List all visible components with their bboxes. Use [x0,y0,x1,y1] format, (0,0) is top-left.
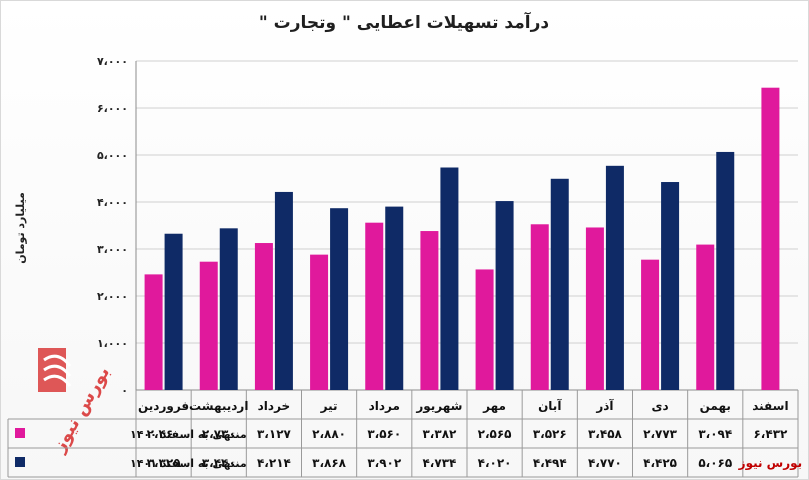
bars [144,87,780,391]
y-tick-label: ۲،۰۰۰ [97,290,128,303]
data-table: فروردین اردیبهشت خرداد تیر مرداد شهریور مهر آبا… [7,390,803,478]
y-tick-label: ۶،۰۰۰ [97,102,128,115]
watermark-logo: بورس نیوز [38,348,114,457]
category-label: اسفند [752,399,788,413]
legend-label-series-2: منتهی به اسفند ۱۴۰۱ [130,457,247,470]
bar-series-2 [274,191,293,390]
category-label: مهر [482,399,506,413]
bar-series-1 [144,274,163,390]
data-label: ۴،۷۷۰ [588,456,622,470]
data-label: ۲،۴۶۰ [147,427,181,441]
category-label: آبان [538,398,562,413]
data-label: ۳،۹۰۲ [367,456,402,470]
y-tick-label: ۷،۰۰۰ [97,55,128,68]
category-label: شهریور [415,399,462,414]
bar-series-2 [330,208,349,390]
data-label: ۲،۷۳۰ [202,427,236,441]
y-axis: ۰ ۱،۰۰۰ ۲،۰۰۰ ۳،۰۰۰ ۴،۰۰۰ ۵،۰۰۰ ۶،۰۰۰ ۷،۰۰۰ [97,55,137,397]
bar-series-2 [164,233,183,390]
y-tick-label: ۳،۰۰۰ [97,243,128,256]
bar-series-1 [530,224,549,390]
bar-series-2 [605,165,624,390]
bar-series-1 [641,259,660,390]
data-label: ۳،۳۲۵ [147,456,181,470]
bar-series-1 [365,222,384,390]
y-tick-label: ۱،۰۰۰ [97,337,128,350]
data-label: ۴،۰۲۰ [478,456,512,470]
category-label: خرداد [258,399,291,413]
watermark-logo-waves [43,354,72,387]
y-tick-label: ۵،۰۰۰ [97,149,128,162]
data-label: ۴،۲۱۴ [257,456,291,470]
bar-series-2 [219,228,238,390]
category-label: آذر [595,398,614,413]
bar-series-1 [199,261,218,390]
category-label: فروردین [138,399,189,414]
bar-series-1 [475,269,494,390]
data-label: ۲،۵۶۵ [478,427,512,441]
bar-series-2 [385,206,404,390]
data-label: ۳،۵۲۶ [533,427,567,441]
data-label: ۳،۳۸۲ [422,427,457,441]
data-label: ۳،۰۹۴ [698,427,732,441]
data-label: ۳،۱۲۷ [257,427,292,441]
bar-series-2 [716,151,735,390]
y-tick-label: ۰ [121,384,128,397]
data-label: ۶،۴۳۲ [753,427,788,441]
data-label: ۳،۴۵۸ [588,427,623,441]
legend-swatch-series-2 [15,457,25,467]
data-label: ۳،۵۶۰ [367,427,401,441]
category-label: تیر [320,399,338,413]
bar-series-1 [254,243,273,390]
bar-series-1 [420,231,439,390]
data-label: ۳،۴۴۰ [202,456,236,470]
category-label: دی [652,399,669,413]
bar-series-1 [761,87,780,391]
category-label: اردیبهشت [189,399,248,413]
legend-swatch-series-1 [15,428,25,438]
category-label: بهمن [700,399,731,413]
data-label: ۴،۷۳۴ [422,456,456,470]
bar-series-1 [585,227,604,390]
data-label: ۵،۰۶۵ [698,456,732,470]
data-label: ۳،۸۶۸ [312,456,347,470]
bar-series-2 [440,167,459,390]
data-label: ۲،۸۸۰ [312,427,346,441]
data-label: ۲،۷۷۳ [643,427,678,441]
chart-title: درآمد تسهیلات اعطایی " وتجارت " [259,11,550,33]
bar-series-1 [310,254,329,390]
data-label: ۴،۴۲۵ [643,456,677,470]
bar-series-2 [550,178,569,390]
bar-series-2 [661,182,680,390]
data-label: ۴،۴۹۴ [533,456,567,470]
source-label: بورس نیوز [738,456,803,471]
category-label: مرداد [369,399,400,413]
y-tick-label: ۴،۰۰۰ [97,196,128,209]
bar-series-2 [495,201,514,390]
bar-series-1 [696,244,715,390]
legend-label-series-1: منتهی به اسفند ۱۴۰۰ [130,428,247,441]
y-axis-label: میلیارد تومان [14,192,27,264]
